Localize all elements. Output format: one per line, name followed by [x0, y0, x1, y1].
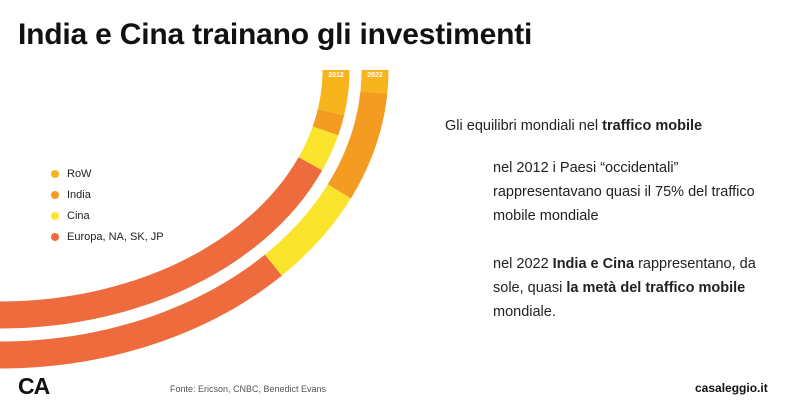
panel-heading: Gli equilibri mondiali nel traffico mobi… [445, 118, 790, 134]
p2-part-a: nel 2022 [493, 256, 553, 272]
legend-item-row: RoW [51, 163, 164, 184]
p2-part-b: India e Cina [552, 256, 635, 272]
chart-legend: RoW India Cina Europa, NA, SK, JP [51, 163, 164, 247]
legend-item-cina: Cina [51, 205, 164, 226]
band-segment-2022-cina [264, 184, 351, 276]
band-segment-2012-row [317, 70, 350, 116]
band-segment-2022-india [327, 91, 388, 199]
legend-dot [51, 190, 59, 199]
legend-label: RoW [67, 167, 92, 180]
year-label-2022: 2022 [367, 72, 383, 79]
legend-dot [51, 169, 59, 178]
band-segment-2012-cina [298, 126, 339, 171]
legend-dot [51, 232, 59, 241]
heading-text: Gli equilibri mondiali nel [445, 118, 603, 134]
legend-dot [51, 211, 59, 220]
brand-logo: CA [18, 373, 50, 399]
band-segment-2022-europa-na-sk-jp [0, 254, 282, 369]
legend-label: India [67, 188, 91, 201]
p2-part-e: mondiale. [493, 304, 556, 320]
paragraph-2012: nel 2012 i Paesi “occidentali” rappresen… [493, 160, 755, 224]
page-title: India e Cina trainano gli investimenti [18, 18, 533, 51]
year-label-2012: 2012 [328, 72, 344, 79]
p2-part-c: rappresentano, da sole, quasi [493, 256, 756, 296]
band-segment-2012-india [312, 109, 345, 136]
legend-label: Europa, NA, SK, JP [67, 230, 164, 243]
text-panel: Gli equilibri mondiali nel traffico mobi… [445, 118, 790, 324]
legend-label: Cina [67, 209, 90, 222]
website-label: casaleggio.it [695, 381, 768, 395]
paragraph-2022: nel 2022 India e Cina rappresentano, da … [493, 252, 790, 324]
legend-item-europa: Europa, NA, SK, JP [51, 226, 164, 247]
band-segment-2022-row [360, 70, 389, 94]
p2-part-d: la metà del traffico mobile [566, 280, 746, 296]
source-note: Fonte: Ericson, CNBC, Benedict Evans [170, 384, 327, 394]
legend-item-india: India [51, 184, 164, 205]
heading-emphasis: traffico mobile [602, 118, 703, 134]
band-segment-2012-europa-na-sk-jp [0, 157, 323, 329]
